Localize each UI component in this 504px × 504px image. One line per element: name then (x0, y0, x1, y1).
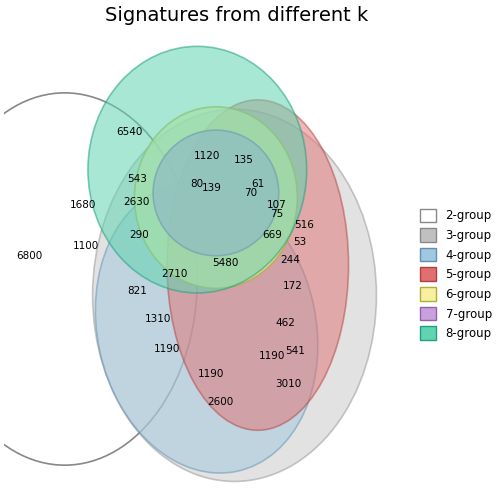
Text: 290: 290 (129, 230, 149, 240)
Ellipse shape (88, 46, 306, 293)
Text: 821: 821 (127, 286, 147, 296)
Text: 1680: 1680 (70, 200, 96, 210)
Text: 75: 75 (270, 209, 283, 219)
Text: 1190: 1190 (198, 369, 224, 380)
Text: 5480: 5480 (212, 258, 238, 268)
Ellipse shape (167, 100, 349, 430)
Text: 61: 61 (251, 178, 265, 188)
Text: 172: 172 (283, 281, 302, 291)
Ellipse shape (95, 183, 318, 473)
Text: 244: 244 (280, 256, 300, 266)
Text: 516: 516 (294, 220, 314, 230)
Ellipse shape (93, 109, 376, 481)
Text: 53: 53 (293, 237, 306, 247)
Text: 135: 135 (234, 155, 254, 165)
Text: 139: 139 (201, 183, 221, 193)
Text: 80: 80 (191, 178, 204, 188)
Text: 70: 70 (244, 188, 258, 198)
Legend: 2-group, 3-group, 4-group, 5-group, 6-group, 7-group, 8-group: 2-group, 3-group, 4-group, 5-group, 6-gr… (420, 209, 492, 340)
Text: 1100: 1100 (73, 241, 99, 251)
Text: 3010: 3010 (275, 379, 301, 389)
Text: 107: 107 (267, 200, 286, 210)
Text: 1190: 1190 (154, 344, 180, 354)
Text: 541: 541 (285, 346, 305, 356)
Text: 2710: 2710 (161, 269, 187, 279)
Text: 669: 669 (262, 230, 282, 240)
Text: 1310: 1310 (145, 313, 171, 324)
Text: 6800: 6800 (17, 251, 43, 261)
Text: 2600: 2600 (208, 397, 234, 407)
Title: Signatures from different k: Signatures from different k (105, 6, 368, 25)
Text: 1120: 1120 (194, 151, 220, 161)
Ellipse shape (153, 130, 279, 256)
Text: 6540: 6540 (116, 128, 143, 138)
Text: 462: 462 (276, 318, 296, 328)
Text: 543: 543 (127, 174, 147, 184)
Ellipse shape (135, 107, 297, 288)
Text: 2630: 2630 (123, 197, 150, 207)
Text: 1190: 1190 (259, 351, 285, 361)
